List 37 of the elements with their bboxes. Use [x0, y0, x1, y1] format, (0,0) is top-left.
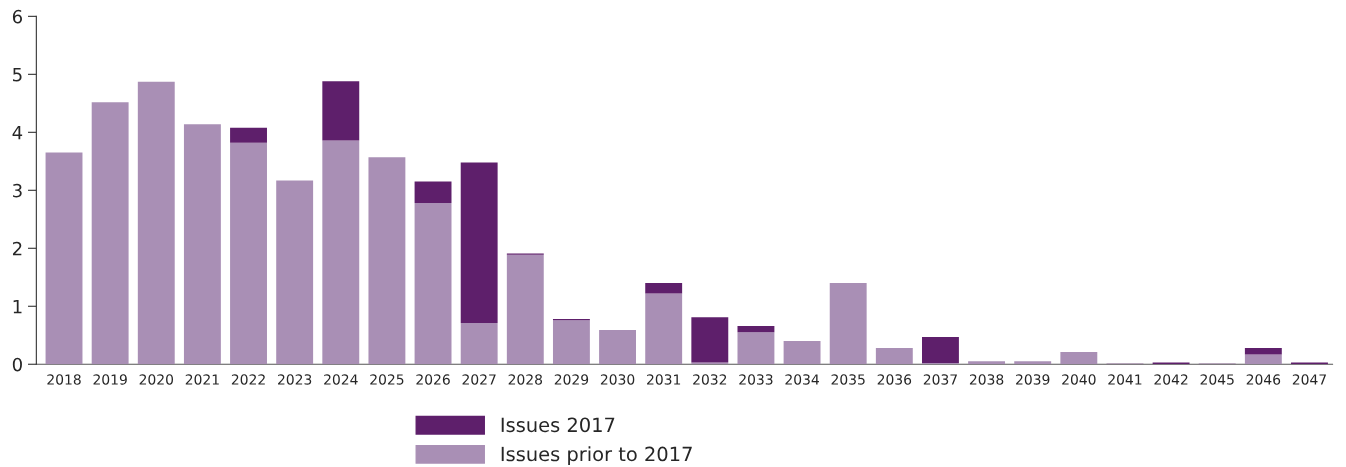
x-tick-label: 2038	[969, 374, 1004, 385]
y-tick-label: 2	[12, 241, 22, 256]
x-tick-label: 2046	[1246, 374, 1281, 385]
x-tick-label: 2033	[739, 374, 773, 385]
x-tick-label: 2047	[1292, 374, 1326, 385]
x-tick-label: 2028	[508, 374, 543, 385]
x-tick-label: 2036	[877, 374, 912, 385]
x-tick-label: 2027	[462, 374, 496, 385]
x-tick-label: 2025	[370, 374, 404, 385]
x-tick-label: 2034	[785, 374, 819, 385]
x-tick-label: 2035	[831, 374, 865, 385]
x-tick-label: 2021	[185, 374, 219, 385]
x-tick-label: 2019	[93, 374, 127, 385]
x-tick-label: 2020	[139, 374, 174, 385]
x-tick-label: 2040	[1062, 374, 1096, 385]
x-tick-label: 2024	[324, 374, 358, 385]
legend-label: Issues 2017	[501, 417, 615, 433]
x-tick-label: 2045	[1200, 374, 1234, 385]
y-tick-label: 4	[12, 126, 23, 140]
y-tick-label: 6	[12, 9, 23, 24]
y-tick-label: 0	[12, 357, 22, 372]
y-tick-label: 5	[13, 68, 22, 82]
x-tick-label: 2026	[416, 374, 450, 385]
x-tick-label: 2031	[647, 374, 681, 385]
legend-label: Issues prior to 2017	[501, 446, 692, 466]
x-tick-label: 2023	[278, 374, 312, 385]
x-tick-label: 2032	[693, 374, 727, 385]
x-tick-label: 2018	[47, 374, 81, 385]
y-tick-label: 1	[13, 299, 22, 314]
y-tick-label: 3	[13, 183, 22, 198]
x-tick-label: 2037	[923, 374, 957, 385]
x-tick-label: 2039	[1016, 374, 1050, 385]
x-tick-label: 2022	[231, 374, 265, 385]
x-tick-label: 2042	[1154, 374, 1188, 385]
x-tick-label: 2041	[1108, 374, 1142, 385]
x-tick-label: 2030	[600, 374, 635, 385]
x-tick-label: 2029	[554, 374, 589, 385]
